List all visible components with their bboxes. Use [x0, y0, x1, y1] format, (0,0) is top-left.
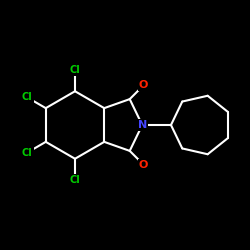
Text: O: O [139, 80, 148, 90]
Text: Cl: Cl [22, 92, 33, 102]
Text: N: N [138, 120, 147, 130]
Text: O: O [139, 160, 148, 170]
Text: Cl: Cl [70, 175, 80, 185]
Text: Cl: Cl [22, 148, 33, 158]
Text: Cl: Cl [70, 65, 80, 75]
